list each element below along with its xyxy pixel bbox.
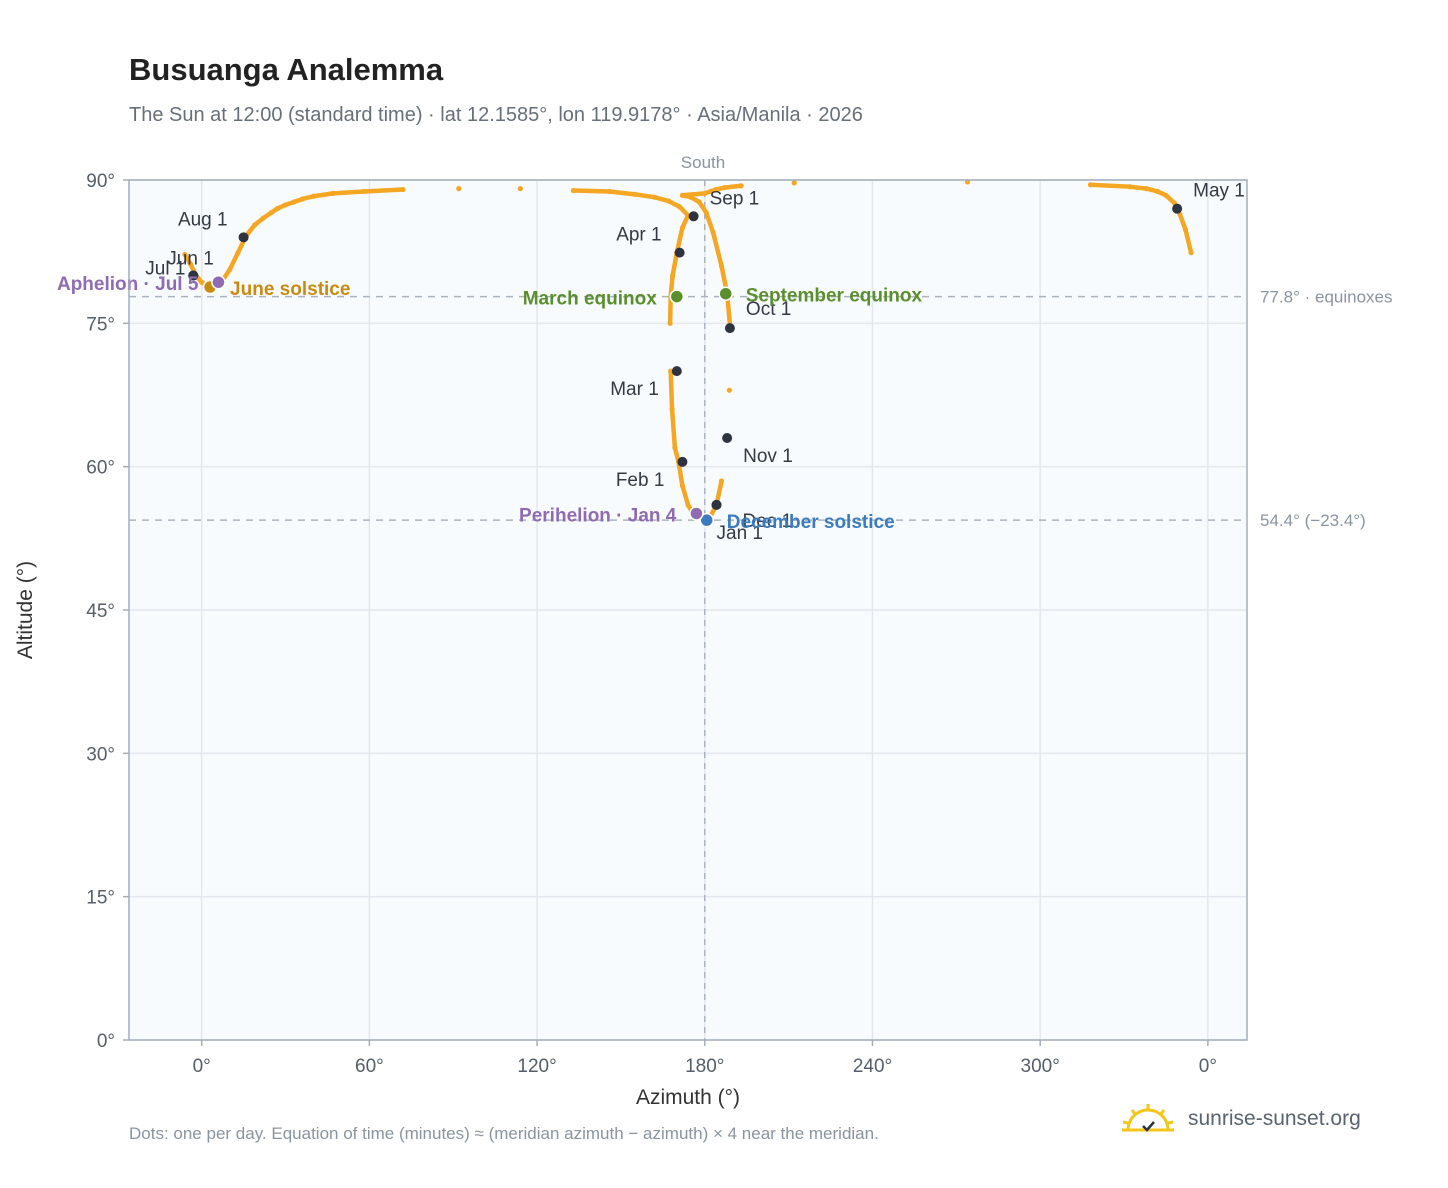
month-marker-label: Jun 1 xyxy=(167,249,213,270)
analemma-segment xyxy=(710,230,724,269)
month-marker-label: Oct 1 xyxy=(746,299,791,320)
event-markers: March equinox September equinox June solst… xyxy=(57,274,922,533)
analemma-segment xyxy=(669,407,678,450)
month-marker-label: Feb 1 xyxy=(616,470,665,491)
month-marker-label: Nov 1 xyxy=(743,446,793,467)
chart-title: Busuanga Analemma xyxy=(129,52,444,87)
event-label: Perihelion · Jan 4 xyxy=(519,505,677,526)
y-tick-label: 0° xyxy=(97,1031,115,1052)
daily-sun-dot xyxy=(456,186,462,192)
analemma-segment xyxy=(680,191,708,198)
event-marker xyxy=(669,289,685,304)
month-marker-label: Sep 1 xyxy=(710,188,760,209)
sun-logo-icon xyxy=(1122,1104,1174,1132)
y-tick-label: 45° xyxy=(86,601,115,622)
y-tick-label: 30° xyxy=(86,744,115,765)
month-marker xyxy=(674,247,685,258)
analemma-segment xyxy=(722,183,744,190)
analemma-segment xyxy=(1183,227,1194,255)
reference-line-label: 77.8° · equinoxes xyxy=(1260,288,1393,307)
footnote: Dots: one per day. Equation of time (min… xyxy=(129,1124,879,1143)
analemma-segment xyxy=(1127,184,1149,191)
analemma-segment xyxy=(361,187,406,194)
month-marker-label: Jul 1 xyxy=(145,259,185,280)
event-label: March equinox xyxy=(523,289,658,310)
y-tick-label: 90° xyxy=(86,171,115,192)
x-tick-label: 0° xyxy=(193,1056,211,1077)
event-marker xyxy=(689,506,704,521)
month-marker-label: Jan 1 xyxy=(717,523,763,544)
analemma-segment xyxy=(676,459,685,489)
month-marker xyxy=(711,499,722,510)
daily-sun-dot xyxy=(791,180,797,186)
event-marker xyxy=(718,286,733,301)
month-marker-label: Apr 1 xyxy=(616,225,661,246)
chart-subtitle: The Sun at 12:00 (standard time) · lat 1… xyxy=(129,104,863,126)
analemma-segment xyxy=(330,189,367,196)
reference-line-label: 54.4° (−23.4°) xyxy=(1260,511,1366,530)
daily-sun-dot xyxy=(517,186,523,192)
y-tick-label: 15° xyxy=(86,888,115,909)
event-marker xyxy=(211,274,226,290)
analemma-segment xyxy=(667,294,673,326)
month-marker-label: Aug 1 xyxy=(178,209,228,230)
month-marker xyxy=(238,232,249,243)
month-marker-label: Mar 1 xyxy=(610,379,659,400)
y-tick-label: 60° xyxy=(86,458,115,479)
month-marker xyxy=(671,366,682,377)
month-marker xyxy=(1172,203,1183,214)
analemma-segment xyxy=(652,194,671,204)
x-tick-label: 300° xyxy=(1021,1056,1060,1077)
analemma-segment xyxy=(632,192,657,200)
event-label: December solstice xyxy=(727,512,895,533)
month-marker xyxy=(188,270,199,281)
analemma-segment xyxy=(680,213,691,231)
x-tick-label: 120° xyxy=(517,1056,556,1077)
month-marker xyxy=(677,456,688,467)
month-marker xyxy=(688,211,699,222)
analemma-segment xyxy=(1177,212,1188,232)
event-label: Aphelion · Jul 5 xyxy=(57,274,199,295)
axis-ticks: 0° 60° 120° 180° 240° 300° 0° 0° 15° 30° 45° 60° 75°… xyxy=(86,171,1217,1077)
analemma-segment xyxy=(668,368,675,412)
month-marker xyxy=(724,323,735,334)
analemma-segment xyxy=(607,189,638,197)
analemma-segment xyxy=(571,188,612,194)
daily-sun-dot xyxy=(726,387,732,393)
y-tick-label: 75° xyxy=(86,314,115,335)
meridian-label: South xyxy=(681,153,725,172)
event-label: June solstice xyxy=(230,279,350,300)
y-axis-label: Altitude (°) xyxy=(14,561,37,659)
x-tick-label: 60° xyxy=(355,1056,384,1077)
x-tick-label: 240° xyxy=(853,1056,892,1077)
month-marker-label: May 1 xyxy=(1193,181,1245,202)
analemma-segment xyxy=(680,483,691,508)
month-marker-label: Dec 1 xyxy=(743,511,793,532)
analemma-segment xyxy=(1088,182,1132,189)
brand[interactable]: sunrise-sunset.org xyxy=(1120,1102,1361,1136)
x-tick-label: 0° xyxy=(1199,1056,1217,1077)
analemma-segment xyxy=(670,250,680,278)
x-tick-label: 180° xyxy=(685,1056,724,1077)
reference-lines: 77.8° · equinoxes 54.4° (−23.4°) xyxy=(129,180,1393,1040)
analemma-segment xyxy=(311,191,336,199)
event-marker xyxy=(699,512,714,528)
x-axis-label: Azimuth (°) xyxy=(636,1086,740,1109)
analemma-segment xyxy=(672,445,681,465)
event-label: September equinox xyxy=(746,286,923,307)
brand-name: sunrise-sunset.org xyxy=(1188,1107,1361,1130)
analemma-segment xyxy=(703,210,716,235)
month-marker xyxy=(722,433,733,443)
analemma-segment xyxy=(227,250,241,273)
